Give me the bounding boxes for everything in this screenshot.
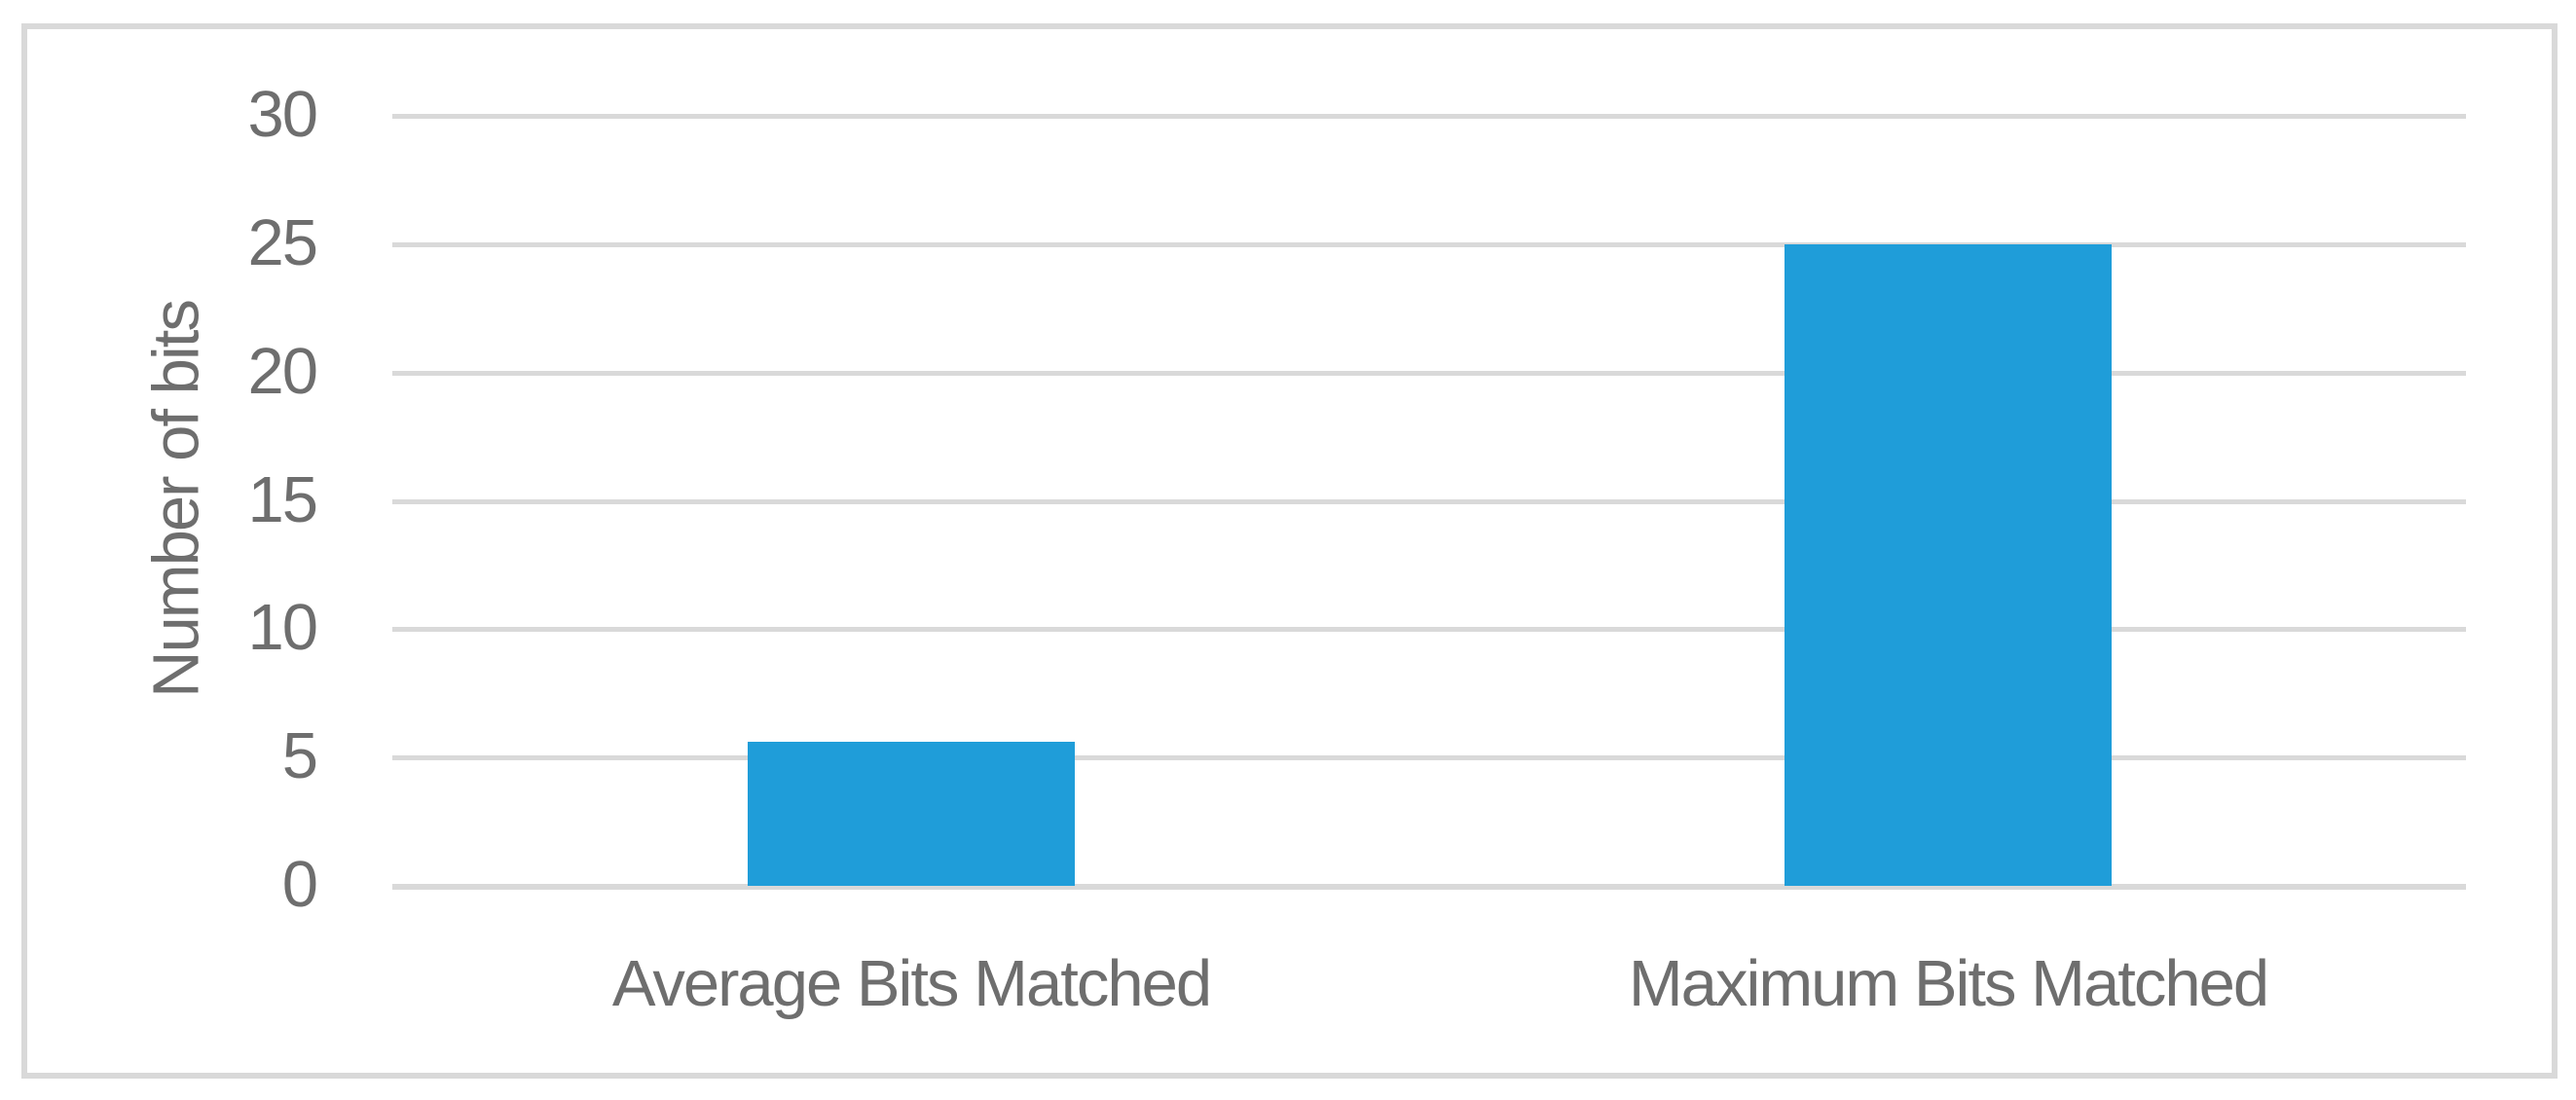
bar-maximum-bits-matched xyxy=(1785,244,2112,886)
x-category-label-maximum-bits-matched: Maximum Bits Matched xyxy=(1628,947,2269,1020)
y-tick-label-25: 25 xyxy=(247,206,318,280)
gridline-5 xyxy=(392,755,2466,760)
y-tick-label-5: 5 xyxy=(281,719,318,793)
gridline-10 xyxy=(392,627,2466,632)
y-tick-label-0: 0 xyxy=(281,848,318,922)
gridline-15 xyxy=(392,499,2466,504)
x-axis-line xyxy=(392,884,2466,890)
bar-average-bits-matched xyxy=(748,742,1075,886)
y-tick-label-20: 20 xyxy=(247,335,318,409)
gridline-20 xyxy=(392,371,2466,376)
gridline-30 xyxy=(392,114,2466,119)
y-tick-label-10: 10 xyxy=(247,591,318,665)
chart-border xyxy=(21,23,2558,1079)
gridline-25 xyxy=(392,242,2466,247)
y-tick-label-30: 30 xyxy=(247,78,318,152)
x-category-label-average-bits-matched: Average Bits Matched xyxy=(611,947,1212,1020)
y-tick-label-15: 15 xyxy=(247,463,318,537)
